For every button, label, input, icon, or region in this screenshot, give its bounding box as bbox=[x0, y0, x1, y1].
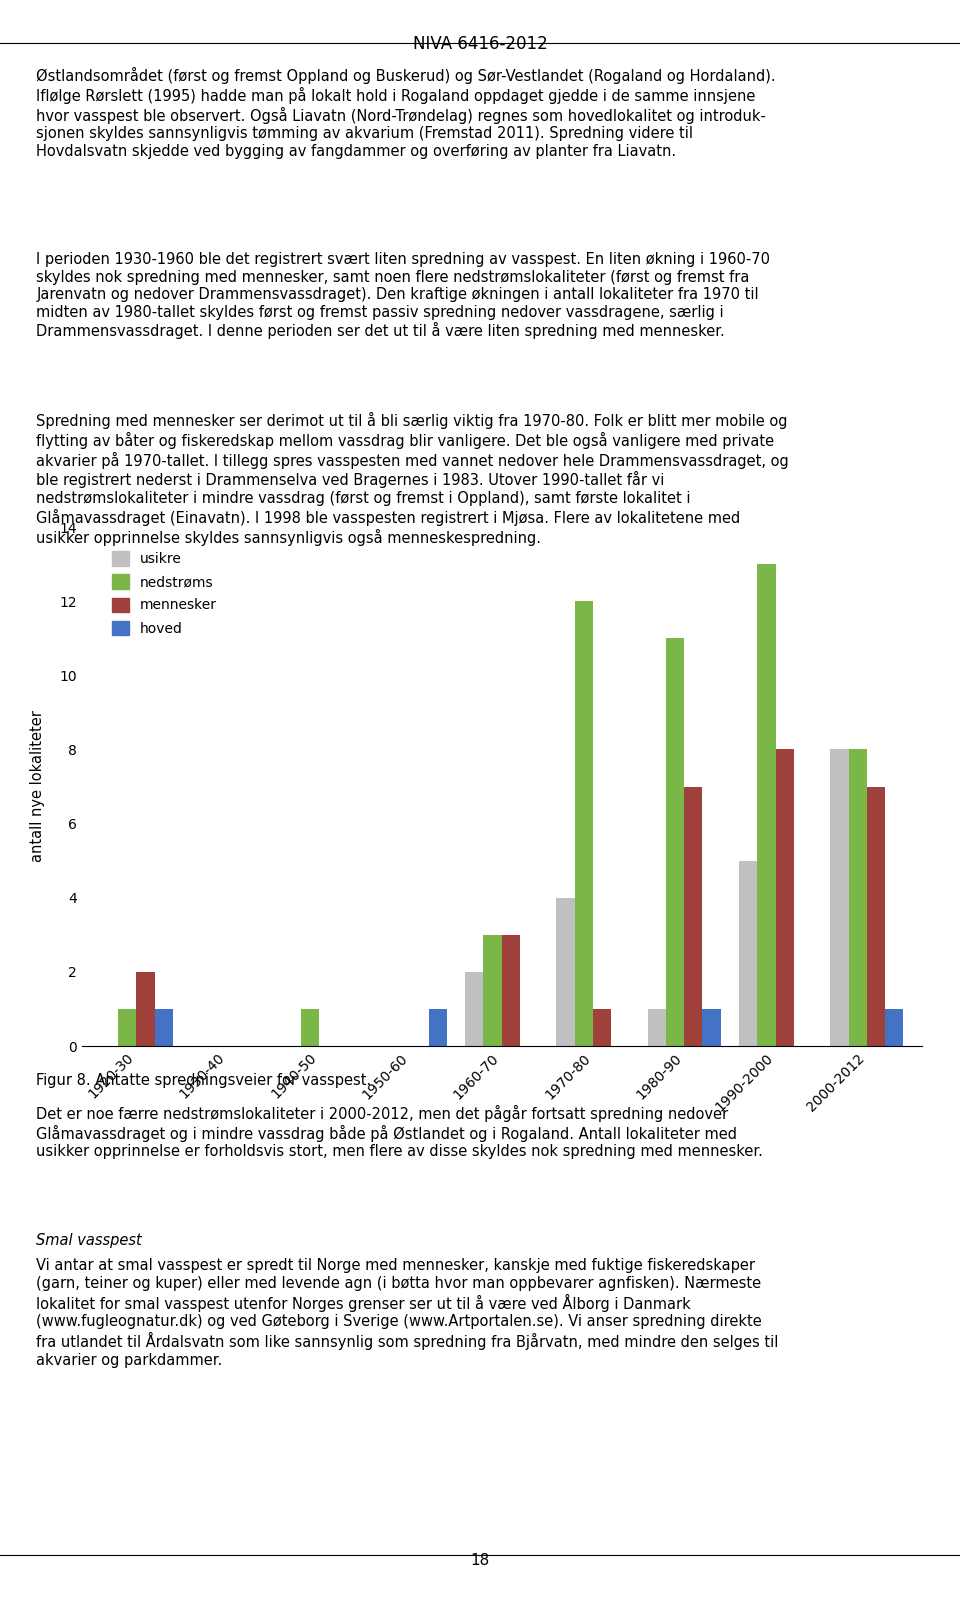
Bar bbox=[739, 861, 757, 1046]
Text: Østlandsområdet (først og fremst Oppland og Buskerud) og Sør-Vestlandet (Rogalan: Østlandsområdet (først og fremst Oppland… bbox=[36, 67, 776, 158]
Bar bbox=[703, 1009, 721, 1046]
Text: Det er noe færre nedstrømslokaliteter i 2000-2012, men det pågår fortsatt spredn: Det er noe færre nedstrømslokaliteter i … bbox=[36, 1105, 763, 1159]
Bar bbox=[648, 1009, 666, 1046]
Bar bbox=[483, 934, 501, 1046]
Text: Spredning med mennesker ser derimot ut til å bli særlig viktig fra 1970-80. Folk: Spredning med mennesker ser derimot ut t… bbox=[36, 412, 789, 546]
Bar bbox=[501, 934, 520, 1046]
Bar bbox=[428, 1009, 446, 1046]
Bar bbox=[575, 600, 593, 1046]
Bar bbox=[830, 749, 849, 1046]
Text: Smal vasspest: Smal vasspest bbox=[36, 1233, 142, 1247]
Bar bbox=[666, 639, 684, 1046]
Text: 18: 18 bbox=[470, 1554, 490, 1568]
Text: NIVA 6416-2012: NIVA 6416-2012 bbox=[413, 35, 547, 53]
Y-axis label: antall nye lokaliteter: antall nye lokaliteter bbox=[30, 711, 45, 862]
Bar bbox=[118, 1009, 136, 1046]
Bar bbox=[776, 749, 794, 1046]
Bar bbox=[465, 973, 483, 1046]
Bar bbox=[593, 1009, 612, 1046]
Bar bbox=[136, 973, 155, 1046]
Bar bbox=[885, 1009, 903, 1046]
Bar bbox=[867, 787, 885, 1046]
Text: Figur 8. Antatte spredningsveier for vasspest.: Figur 8. Antatte spredningsveier for vas… bbox=[36, 1073, 372, 1088]
Bar bbox=[757, 564, 776, 1046]
Bar bbox=[300, 1009, 319, 1046]
Text: I perioden 1930-1960 ble det registrert svært liten spredning av vasspest. En li: I perioden 1930-1960 ble det registrert … bbox=[36, 252, 771, 339]
Text: Vi antar at smal vasspest er spredt til Norge med mennesker, kanskje med fuktige: Vi antar at smal vasspest er spredt til … bbox=[36, 1258, 779, 1367]
Legend: usikre, nedstrøms, mennesker, hoved: usikre, nedstrøms, mennesker, hoved bbox=[106, 545, 224, 642]
Bar bbox=[155, 1009, 173, 1046]
Bar bbox=[557, 898, 575, 1046]
Bar bbox=[849, 749, 867, 1046]
Bar bbox=[684, 787, 703, 1046]
